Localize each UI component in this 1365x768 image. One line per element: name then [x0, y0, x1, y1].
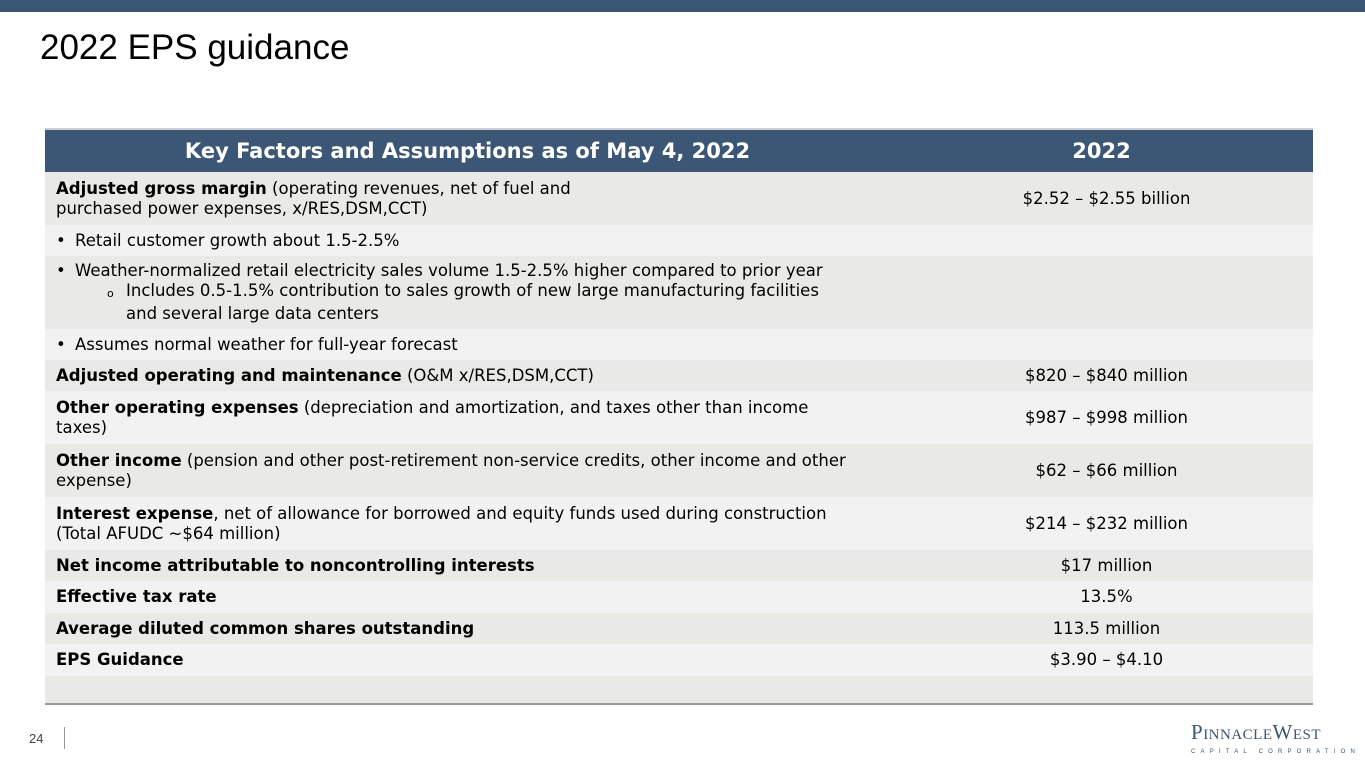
table-row: Other operating expenses (depreciation a… — [45, 391, 1313, 444]
table-header: Key Factors and Assumptions as of May 4,… — [45, 128, 1313, 172]
row-value: $820 – $840 million — [1025, 365, 1188, 385]
header-factors: Key Factors and Assumptions as of May 4,… — [184, 139, 751, 163]
logo-tagline: CAPITAL CORPORATION — [1191, 749, 1361, 755]
row-label: • Retail customer growth about 1.5-2.5% — [56, 230, 400, 250]
row-value: 113.5 million — [1052, 618, 1161, 638]
row-label: Interest expense, net of allowance for b… — [56, 503, 827, 543]
row-label: Adjusted gross margin (operating revenue… — [56, 178, 571, 218]
row-label: Effective tax rate — [56, 587, 217, 606]
row-label: EPS Guidance — [56, 650, 184, 669]
table-row: Average diluted common shares outstandin… — [45, 613, 1313, 644]
row-value — [890, 329, 1313, 360]
row-value — [890, 256, 1313, 329]
row-label: Net income attributable to noncontrollin… — [56, 555, 535, 575]
row-label: Other operating expenses (depreciation a… — [56, 397, 809, 437]
row-label: • Assumes normal weather for full-year fo… — [56, 334, 458, 354]
page-title: 2022 EPS guidance — [40, 28, 350, 67]
row-value: $214 – $232 million — [1025, 513, 1188, 533]
table-row: Other income (pension and other post-ret… — [45, 444, 1313, 497]
table-row: EPS Guidance $3.90 – $4.10 — [45, 644, 1313, 676]
table-row: Adjusted operating and maintenance (O&M … — [45, 360, 1313, 391]
table-row: Adjusted gross margin (operating revenue… — [45, 172, 1313, 225]
row-label: • Weather-normalized retail electricity s… — [56, 261, 823, 323]
table-row: Interest expense, net of allowance for b… — [45, 497, 1313, 550]
bullet-icon: • — [56, 261, 66, 280]
pinnacle-west-logo: PINNACLEWEST CAPITAL CORPORATION — [1191, 720, 1355, 756]
header-year: 2022 — [1072, 139, 1131, 163]
bullet-icon: • — [56, 334, 66, 354]
table-row: • Weather-normalized retail electricity s… — [45, 256, 1313, 329]
table-row: Net income attributable to noncontrollin… — [45, 550, 1313, 581]
footer-divider — [64, 727, 65, 749]
row-value: $2.52 – $2.55 billion — [1022, 188, 1191, 208]
sub-bullet-icon: o — [107, 287, 114, 300]
bullet-icon: • — [56, 230, 66, 250]
top-accent-band — [0, 0, 1365, 12]
row-value: $3.90 – $4.10 — [1049, 650, 1164, 669]
row-value: $17 million — [1060, 555, 1153, 575]
guidance-table: Key Factors and Assumptions as of May 4,… — [45, 128, 1313, 705]
table-row: • Assumes normal weather for full-year fo… — [45, 329, 1313, 360]
row-label: Other income (pension and other post-ret… — [56, 450, 846, 490]
table-row: • Retail customer growth about 1.5-2.5% — [45, 225, 1313, 256]
row-label: Adjusted operating and maintenance (O&M … — [56, 365, 594, 385]
table-row: Effective tax rate 13.5% — [45, 581, 1313, 613]
page-number: 24 — [29, 731, 44, 746]
logo-wordmark: PINNACLEWEST — [1191, 720, 1322, 744]
row-value — [890, 225, 1313, 256]
row-value: $62 – $66 million — [1035, 460, 1178, 480]
row-value: $987 – $998 million — [1025, 407, 1188, 427]
row-label: Average diluted common shares outstandin… — [56, 618, 475, 638]
row-value: 13.5% — [1080, 587, 1133, 606]
table-row-empty — [45, 676, 1313, 703]
